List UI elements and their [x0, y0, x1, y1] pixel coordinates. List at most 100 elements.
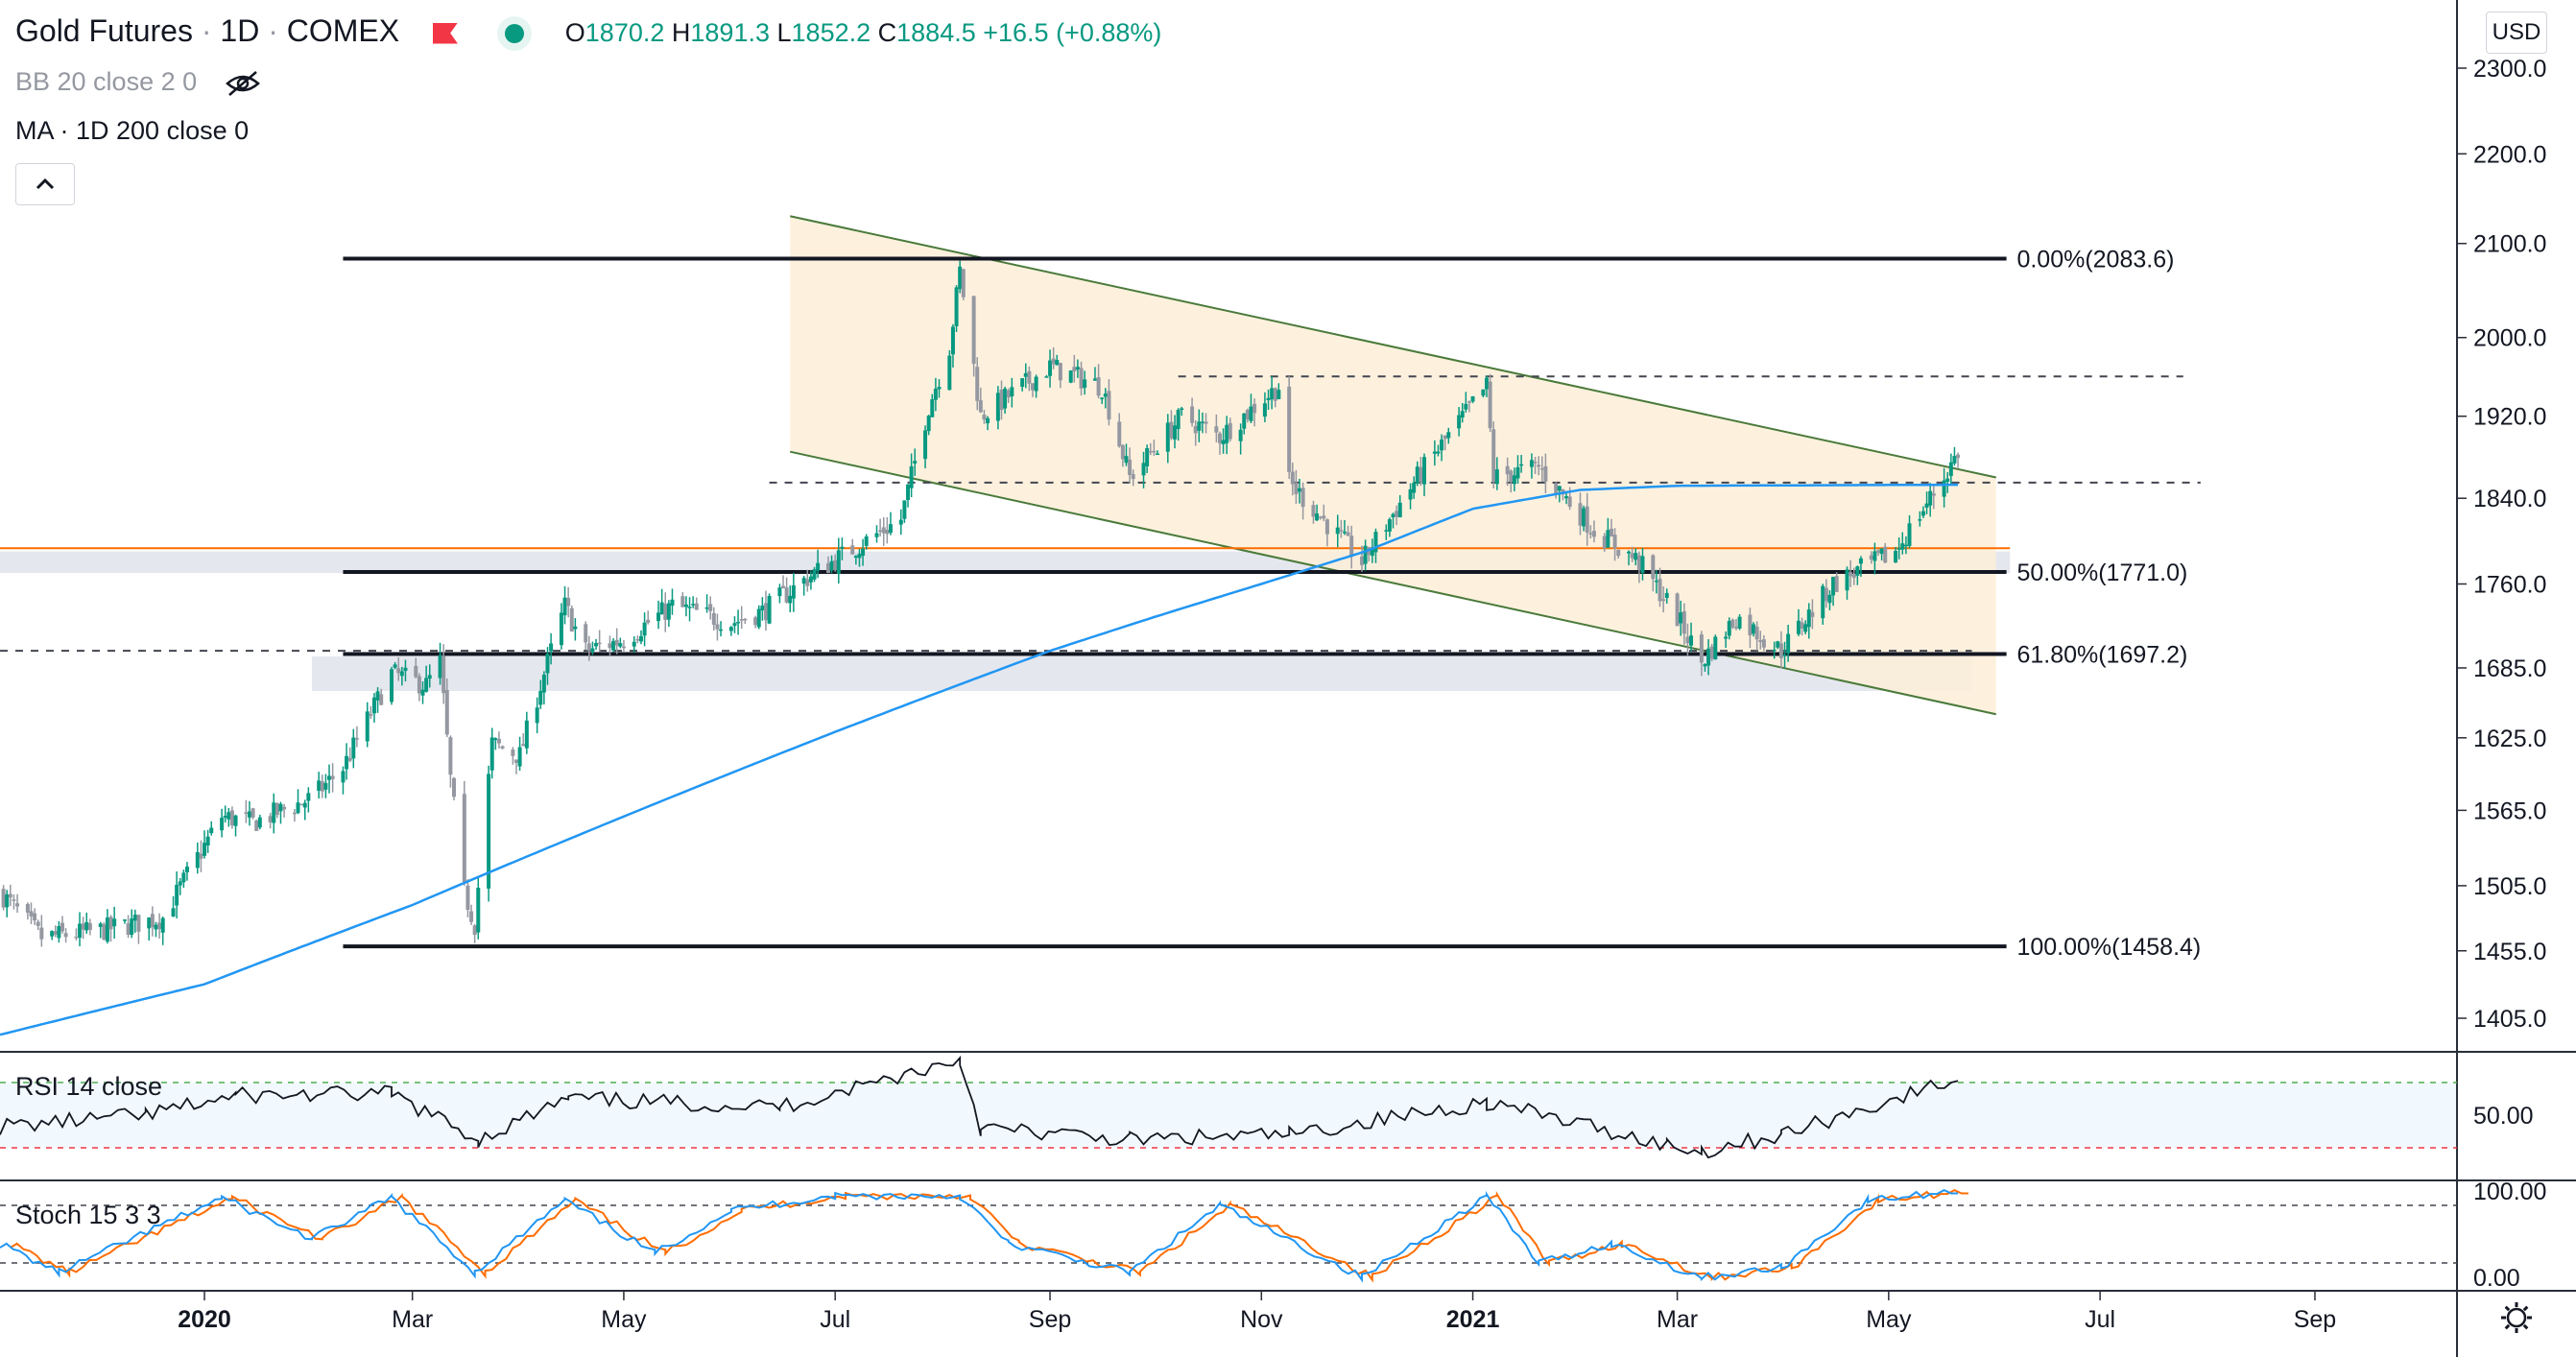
- candle-body: [306, 793, 311, 801]
- stoch-legend[interactable]: Stoch 15 3 3: [15, 1201, 161, 1229]
- candle-body: [274, 802, 279, 816]
- candle-body: [1894, 550, 1898, 563]
- gear-icon[interactable]: [2501, 1302, 2532, 1333]
- candle-body: [1419, 466, 1423, 483]
- candle-body: [1173, 425, 1178, 440]
- candle-body: [341, 771, 346, 783]
- price-tick-label: 1505.0: [2473, 873, 2546, 900]
- time-tick-label: Jul: [2085, 1306, 2115, 1333]
- candle-body: [1529, 460, 1534, 467]
- candle-body: [244, 812, 249, 815]
- candle-body: [1276, 390, 1281, 399]
- candle-body: [1397, 502, 1402, 518]
- candle-body: [171, 908, 176, 917]
- candle-body: [15, 903, 20, 907]
- candle-body: [1287, 386, 1292, 472]
- candle-body: [292, 812, 297, 815]
- candle-body: [1165, 422, 1170, 452]
- candle-body: [538, 690, 543, 705]
- candle-body: [1079, 368, 1084, 389]
- candle-body: [1339, 530, 1344, 532]
- candle-body: [320, 781, 324, 792]
- candle-body: [1758, 640, 1763, 642]
- candle-body: [1706, 648, 1711, 666]
- price-tick-label: 1760.0: [2473, 572, 2546, 599]
- candle-body: [930, 399, 935, 417]
- candle-body: [1107, 391, 1111, 420]
- candle-body: [1075, 367, 1080, 370]
- symbol-name[interactable]: Gold Futures: [15, 13, 193, 48]
- candle-body: [535, 707, 539, 724]
- candle-body: [25, 903, 30, 913]
- candle-body: [971, 296, 976, 365]
- candle-body: [909, 465, 914, 488]
- candle-body: [489, 737, 494, 771]
- candle-body: [379, 694, 384, 705]
- candle-body: [1685, 636, 1690, 644]
- fib-level-label: 50.00%(1771.0): [2016, 559, 2187, 586]
- candle-body: [1519, 464, 1524, 466]
- candle-body: [496, 738, 501, 744]
- candle-body: [5, 893, 10, 908]
- collapse-legend-button[interactable]: [15, 163, 75, 205]
- candle-body: [1606, 530, 1610, 548]
- price-tick-label: 1685.0: [2473, 655, 2546, 682]
- candle-body: [1727, 621, 1731, 636]
- candle-body: [840, 546, 845, 549]
- candle-body: [365, 711, 370, 742]
- rsi-legend[interactable]: RSI 14 close: [15, 1072, 163, 1101]
- candle-body: [1488, 381, 1492, 429]
- candle-body: [788, 595, 793, 604]
- candle-body: [999, 390, 1004, 411]
- candle-body: [1051, 358, 1056, 365]
- candle-body: [1703, 663, 1707, 667]
- candle-body: [646, 619, 651, 624]
- candle-body: [160, 917, 165, 933]
- candle-body: [711, 612, 716, 626]
- candle-body: [1228, 422, 1232, 440]
- bb-legend[interactable]: BB 20 close 2 0: [15, 67, 262, 97]
- candle-body: [621, 646, 626, 649]
- candle-body: [462, 794, 466, 882]
- candle-body: [611, 640, 616, 651]
- candle-body: [753, 617, 758, 626]
- candle-body: [1252, 403, 1257, 414]
- candle-body: [694, 603, 699, 610]
- candle-body: [57, 926, 61, 939]
- hidden-eye-icon[interactable]: [224, 70, 262, 97]
- candle-body: [763, 603, 768, 621]
- candle-body: [861, 548, 866, 557]
- candle-body: [1564, 496, 1569, 499]
- candle-body: [1027, 370, 1032, 384]
- ma-legend[interactable]: MA · 1D 200 close 0: [15, 116, 250, 145]
- candle-body: [521, 744, 526, 747]
- candle-body: [656, 612, 661, 622]
- candle-body: [1730, 619, 1735, 628]
- candle-body: [1204, 421, 1208, 424]
- candle-body: [157, 922, 162, 930]
- interval[interactable]: 1D: [220, 13, 260, 48]
- candle-body: [923, 430, 928, 460]
- candle-body: [438, 655, 442, 678]
- candle-body: [1634, 553, 1638, 560]
- gear-tooth: [2522, 1323, 2529, 1330]
- candle-body: [1578, 503, 1583, 526]
- candle-body: [1609, 528, 1613, 537]
- candle-body: [330, 775, 335, 779]
- candle-body: [590, 648, 595, 653]
- candle-body: [1907, 523, 1912, 546]
- candle-body: [1180, 408, 1184, 410]
- candle-body: [1044, 376, 1049, 378]
- candle-body: [1537, 464, 1541, 467]
- candle-body: [1238, 429, 1243, 441]
- candle-body: [268, 816, 273, 822]
- candle-body: [1640, 556, 1645, 573]
- candle-body: [12, 899, 16, 901]
- currency-badge[interactable]: USD: [2486, 12, 2547, 54]
- candle-body: [888, 524, 893, 534]
- candle-body: [1415, 466, 1419, 484]
- candle-body: [63, 933, 68, 938]
- candle-body: [390, 669, 394, 702]
- candle-body: [670, 599, 675, 607]
